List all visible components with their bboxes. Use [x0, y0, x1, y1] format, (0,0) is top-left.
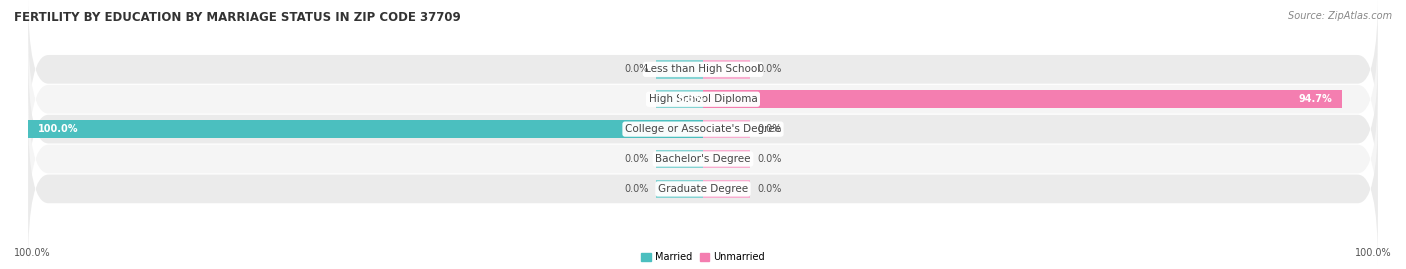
Text: High School Diploma: High School Diploma: [648, 94, 758, 104]
Text: College or Associate's Degree: College or Associate's Degree: [626, 124, 780, 134]
FancyBboxPatch shape: [28, 84, 1378, 234]
Text: 100.0%: 100.0%: [1355, 248, 1392, 258]
Text: 5.3%: 5.3%: [678, 94, 704, 104]
Bar: [655, 60, 703, 79]
FancyBboxPatch shape: [28, 24, 1378, 175]
Bar: [655, 90, 703, 108]
Bar: [703, 90, 1343, 108]
Bar: [703, 150, 751, 168]
Text: Less than High School: Less than High School: [645, 64, 761, 74]
Text: 0.0%: 0.0%: [756, 184, 782, 194]
Bar: [655, 180, 703, 198]
Text: 0.0%: 0.0%: [756, 64, 782, 74]
FancyBboxPatch shape: [28, 0, 1378, 145]
Bar: [703, 180, 751, 198]
Bar: [703, 120, 751, 138]
Text: 0.0%: 0.0%: [624, 154, 650, 164]
Text: Source: ZipAtlas.com: Source: ZipAtlas.com: [1288, 11, 1392, 21]
Text: 0.0%: 0.0%: [756, 124, 782, 134]
Text: Bachelor's Degree: Bachelor's Degree: [655, 154, 751, 164]
Bar: [655, 150, 703, 168]
Text: 0.0%: 0.0%: [624, 64, 650, 74]
Text: 100.0%: 100.0%: [38, 124, 79, 134]
Text: 94.7%: 94.7%: [1298, 94, 1331, 104]
Bar: [28, 120, 703, 138]
Bar: [668, 90, 703, 108]
Text: FERTILITY BY EDUCATION BY MARRIAGE STATUS IN ZIP CODE 37709: FERTILITY BY EDUCATION BY MARRIAGE STATU…: [14, 11, 461, 24]
FancyBboxPatch shape: [28, 114, 1378, 264]
FancyBboxPatch shape: [28, 54, 1378, 204]
Text: 0.0%: 0.0%: [756, 154, 782, 164]
Text: 100.0%: 100.0%: [14, 248, 51, 258]
Bar: [703, 90, 751, 108]
Text: Graduate Degree: Graduate Degree: [658, 184, 748, 194]
Text: 0.0%: 0.0%: [624, 184, 650, 194]
Bar: [703, 60, 751, 79]
Legend: Married, Unmarried: Married, Unmarried: [637, 249, 769, 266]
